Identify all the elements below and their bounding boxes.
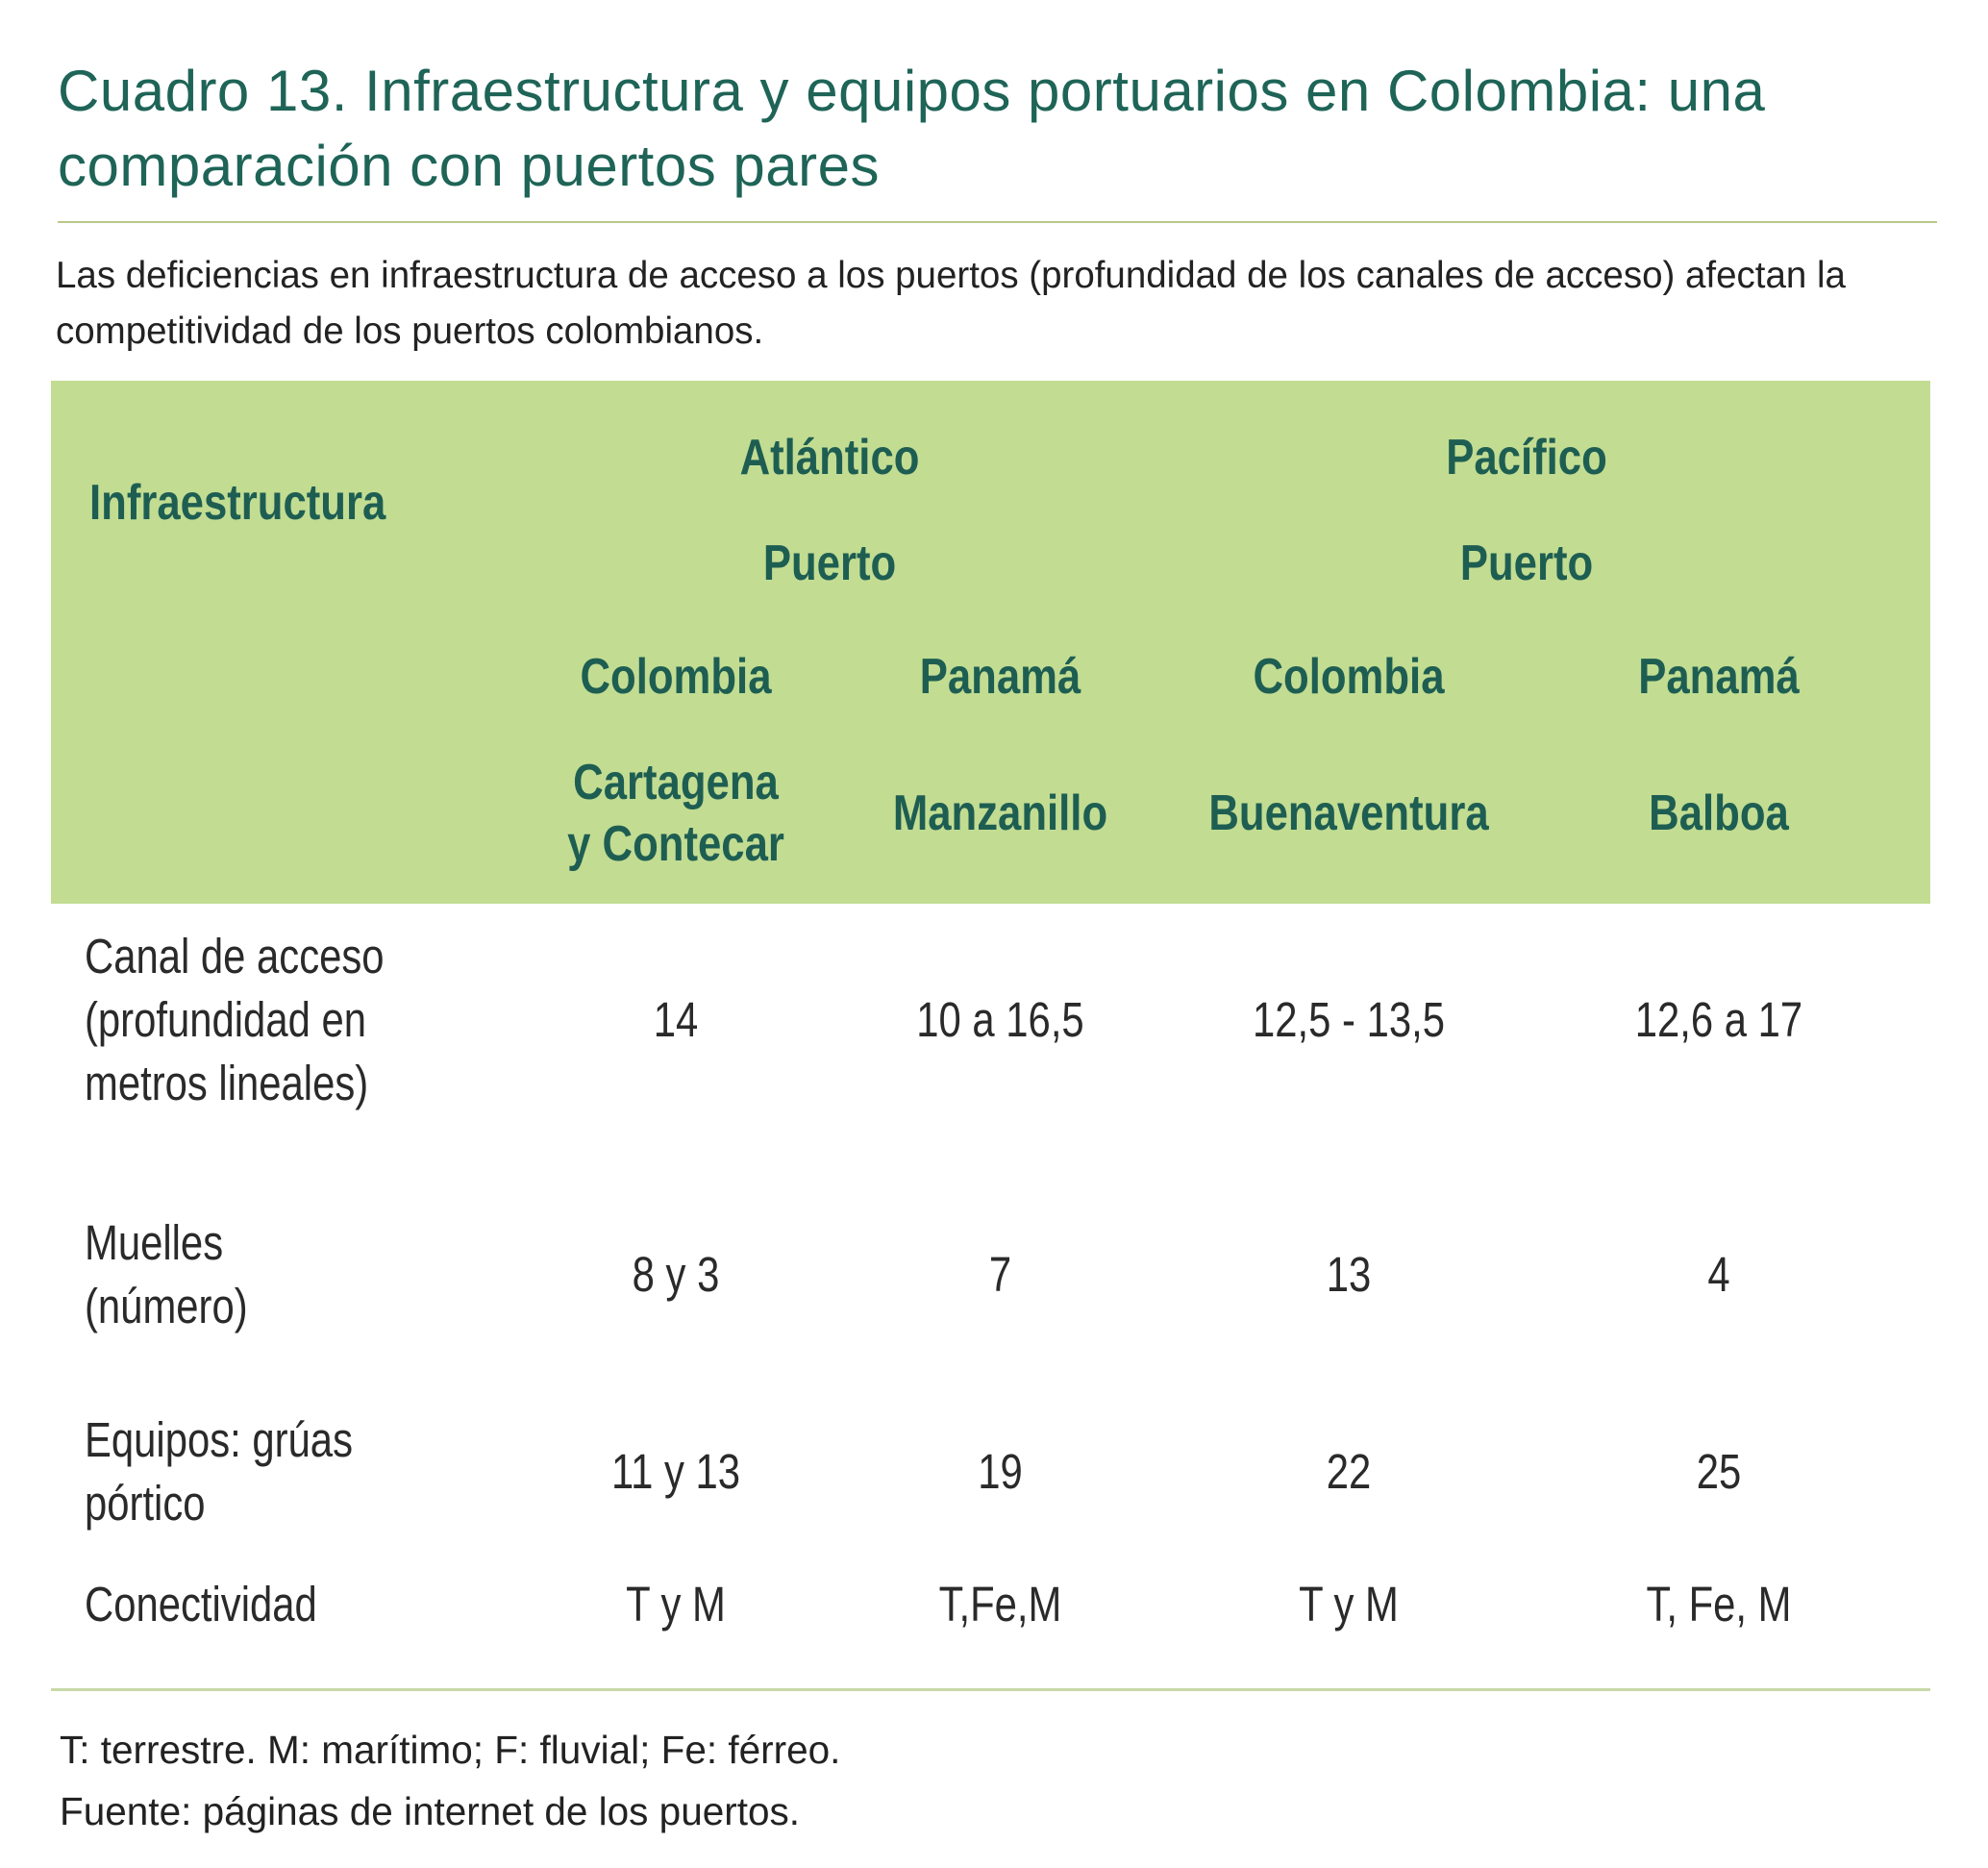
table-cell: 8 y 3 <box>632 1247 720 1302</box>
table-header-background <box>51 381 1930 904</box>
row-label-conectividad: Conectividad <box>85 1577 317 1631</box>
table-cell: 11 y 13 <box>610 1444 741 1499</box>
table-cell: T y M <box>626 1577 726 1631</box>
table-cell: 4 <box>1707 1247 1730 1302</box>
row-label-muelles: Muelles (número) <box>85 1215 248 1333</box>
table-bottom-rule <box>51 1688 1930 1691</box>
abbreviations-note: T: terrestre. M: marítimo; F: fluvial; F… <box>60 1728 841 1772</box>
header-country-3: Colombia <box>1253 649 1445 705</box>
header-group-atlantico: Atlántico <box>739 430 920 486</box>
table-cell: 19 <box>978 1444 1023 1499</box>
table-cell: 12,6 a 17 <box>1634 992 1803 1047</box>
table-subtitle: Las deficiencias en infraestructura de a… <box>56 255 1846 352</box>
header-port-manzanillo: Manzanillo <box>892 785 1108 841</box>
header-group-pacifico: Pacífico <box>1446 430 1607 486</box>
source-note: Fuente: páginas de internet de los puert… <box>60 1789 801 1833</box>
header-country-2: Panamá <box>919 649 1081 705</box>
table-cell: T y M <box>1299 1577 1399 1631</box>
header-country-4: Panamá <box>1638 649 1800 705</box>
table-cell: 22 <box>1326 1444 1372 1499</box>
title-divider <box>58 221 1937 223</box>
header-port-balboa: Balboa <box>1649 785 1789 841</box>
header-port-cartagena: Cartagena y Contecar <box>567 755 784 872</box>
table-cell: 14 <box>653 992 699 1047</box>
header-port-buenaventura: Buenaventura <box>1208 785 1489 841</box>
table-cell: 13 <box>1326 1247 1372 1302</box>
table-cell: T, Fe, M <box>1646 1577 1792 1631</box>
header-puerto-atlantico: Puerto <box>762 535 897 591</box>
row-label-canal-acceso: Canal de acceso (profundidad en metros l… <box>85 929 385 1110</box>
header-puerto-pacifico: Puerto <box>1459 535 1594 591</box>
header-country-1: Colombia <box>580 649 772 705</box>
table-cell: 10 a 16,5 <box>916 992 1084 1047</box>
table-cell: 7 <box>988 1247 1012 1302</box>
table-cell: T,Fe,M <box>938 1577 1062 1631</box>
ports-comparison-table: Infraestructura Atlántico Pacífico Puert… <box>51 381 1930 1684</box>
table-cell: 25 <box>1696 1444 1742 1499</box>
table-title: Cuadro 13. Infraestructura y equipos por… <box>58 59 1766 198</box>
header-infraestructura: Infraestructura <box>89 475 386 531</box>
table-cell: 12,5 - 13,5 <box>1253 992 1445 1047</box>
row-label-equipos: Equipos: grúas pórtico <box>85 1412 353 1531</box>
